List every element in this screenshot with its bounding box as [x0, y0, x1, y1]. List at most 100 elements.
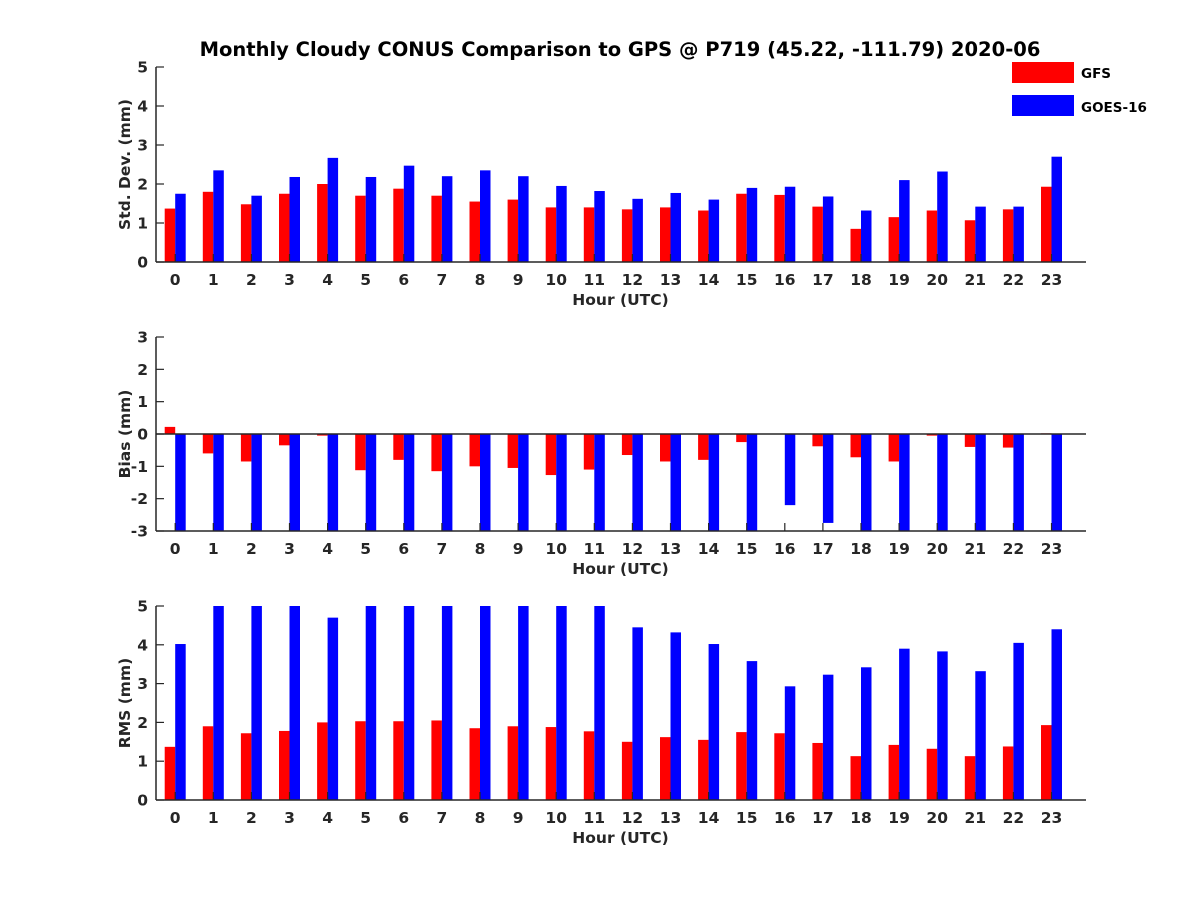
bias-xtick-label: 6: [398, 540, 409, 558]
stddev-bar-gfs-10: [545, 207, 557, 262]
bias-bar-goes16-20: [937, 434, 948, 531]
stddev-bar-goes16-14: [708, 199, 720, 262]
stddev-bar-gfs-22: [1002, 209, 1014, 262]
stddev-xtick-label: 14: [698, 271, 720, 289]
rms-xtick-label: 3: [284, 809, 295, 827]
stddev-bar-goes16-2: [251, 195, 262, 262]
stddev-xtick-label: 1: [208, 271, 219, 289]
rms-bar-goes16-6: [403, 606, 415, 800]
bias-xtick-label: 1: [208, 540, 219, 558]
bias-xtick-label: 2: [246, 540, 257, 558]
stddev-xtick-label: 20: [926, 271, 948, 289]
bias-bar-goes16-9: [518, 434, 529, 531]
stddev-bar-goes16-18: [861, 210, 872, 262]
bias-bar-gfs-20: [926, 434, 938, 436]
rms-xtick-label: 7: [437, 809, 448, 827]
rms-bar-goes16-19: [899, 648, 910, 800]
bias-bar-goes16-1: [213, 434, 224, 531]
bias-bar-gfs-19: [888, 434, 900, 462]
bias-y-axis-label: Bias (mm): [116, 390, 134, 479]
rms-bar-gfs-19: [888, 744, 900, 800]
stddev-ytick-label: 4: [137, 98, 148, 116]
rms-xtick-label: 17: [812, 809, 834, 827]
rms-bar-gfs-22: [1002, 746, 1014, 800]
bias-bar-gfs-11: [583, 434, 595, 470]
stddev-xtick-label: 15: [736, 271, 758, 289]
bias-bar-gfs-3: [279, 434, 290, 446]
legend-swatch-goes16: [1012, 95, 1074, 116]
stddev-xtick-label: 6: [398, 271, 409, 289]
rms-xtick-label: 10: [545, 809, 567, 827]
stddev-bar-goes16-10: [556, 185, 567, 262]
bias-xtick-label: 3: [284, 540, 295, 558]
stddev-xtick-label: 4: [322, 271, 333, 289]
bias-xtick-label: 19: [888, 540, 910, 558]
rms-xtick-label: 4: [322, 809, 333, 827]
bias-xtick-label: 4: [322, 540, 333, 558]
stddev-bar-goes16-13: [670, 192, 681, 262]
stddev-xtick-label: 22: [1003, 271, 1025, 289]
stddev-xtick-label: 17: [812, 271, 834, 289]
stddev-bar-gfs-12: [621, 209, 633, 262]
bias-ytick-label: 1: [137, 393, 148, 411]
chart-title: Monthly Cloudy CONUS Comparison to GPS @…: [200, 38, 1041, 61]
rms-bar-goes16-7: [441, 606, 453, 800]
rms-bar-gfs-23: [1041, 725, 1052, 800]
stddev-xtick-label: 7: [437, 271, 448, 289]
rms-bar-goes16-4: [327, 617, 339, 800]
stddev-xtick-label: 10: [545, 271, 567, 289]
rms-xtick-label: 19: [888, 809, 910, 827]
rms-xtick-label: 21: [965, 809, 987, 827]
rms-bar-gfs-20: [926, 748, 938, 800]
bias-bar-goes16-23: [1051, 434, 1062, 531]
bias-xtick-label: 11: [584, 540, 606, 558]
bias-bar-goes16-3: [289, 434, 300, 531]
bias-xtick-label: 22: [1003, 540, 1025, 558]
stddev-xtick-label: 13: [660, 271, 682, 289]
rms-bar-gfs-4: [317, 722, 328, 800]
bias-ytick-label: -1: [131, 458, 148, 476]
rms-bar-goes16-20: [937, 651, 948, 800]
stddev-bar-gfs-8: [469, 201, 480, 262]
stddev-bar-goes16-5: [365, 176, 377, 262]
bias-bar-goes16-13: [670, 434, 681, 531]
rms-xtick-label: 9: [513, 809, 524, 827]
stddev-xtick-label: 19: [888, 271, 910, 289]
rms-bar-gfs-9: [507, 726, 519, 800]
stddev-bar-gfs-14: [698, 210, 709, 262]
bias-bar-gfs-9: [507, 434, 519, 468]
rms-xtick-label: 12: [622, 809, 644, 827]
stddev-y-axis-label: Std. Dev. (mm): [116, 99, 134, 230]
bias-bar-goes16-5: [365, 434, 377, 531]
stddev-bar-gfs-4: [317, 184, 328, 262]
rms-bar-gfs-1: [202, 726, 214, 800]
stddev-xtick-label: 12: [622, 271, 644, 289]
bias-xtick-label: 10: [545, 540, 567, 558]
stddev-bar-goes16-1: [213, 170, 224, 262]
rms-bar-goes16-11: [594, 606, 605, 800]
stddev-bar-gfs-20: [926, 210, 938, 262]
bias-xtick-label: 12: [622, 540, 644, 558]
bias-bar-goes16-21: [975, 434, 986, 531]
bias-bar-goes16-11: [594, 434, 605, 531]
stddev-bar-goes16-6: [403, 165, 415, 262]
rms-xtick-label: 23: [1041, 809, 1063, 827]
stddev-ytick-label: 3: [137, 137, 148, 155]
rms-bar-goes16-9: [518, 606, 529, 800]
rms-ytick-label: 1: [137, 753, 148, 771]
bias-xtick-label: 21: [965, 540, 987, 558]
stddev-bar-goes16-7: [441, 176, 453, 262]
rms-bar-gfs-14: [698, 739, 709, 800]
bias-bar-gfs-6: [393, 434, 404, 460]
bias-bar-goes16-17: [822, 434, 834, 523]
stddev-ytick-label: 5: [137, 59, 148, 77]
rms-bar-gfs-16: [774, 733, 785, 800]
stddev-bar-goes16-16: [784, 186, 796, 262]
bias-ytick-label: 3: [137, 329, 148, 347]
bias-bar-gfs-2: [240, 434, 252, 462]
stddev-xtick-label: 9: [513, 271, 524, 289]
bias-bar-goes16-8: [480, 434, 491, 531]
